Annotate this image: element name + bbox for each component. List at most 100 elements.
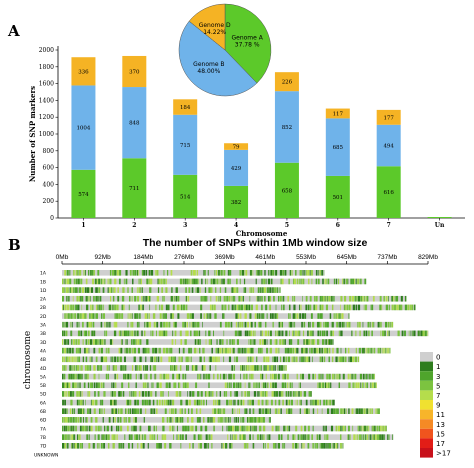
heatmap-cell bbox=[242, 417, 245, 423]
legend-swatch bbox=[420, 400, 433, 410]
heatmap-row bbox=[62, 295, 407, 302]
heatmap-cell bbox=[309, 330, 310, 337]
heatmap-cell bbox=[119, 417, 122, 423]
heatmap-cell bbox=[290, 339, 293, 345]
heatmap-cell bbox=[237, 330, 239, 337]
heatmap-cell bbox=[179, 417, 182, 423]
heatmap-cell bbox=[348, 408, 350, 414]
heatmap-cell bbox=[143, 270, 146, 276]
heatmap-cell bbox=[156, 356, 157, 363]
heatmap-cell bbox=[112, 399, 114, 406]
heatmap-cell bbox=[307, 304, 310, 311]
heatmap-cell bbox=[284, 382, 287, 389]
heatmap-cell bbox=[235, 382, 238, 389]
heatmap-cell bbox=[93, 270, 95, 276]
heatmap-cell bbox=[127, 313, 129, 319]
heatmap-cell bbox=[224, 443, 228, 449]
heatmap-cell bbox=[68, 373, 69, 380]
heatmap-cell bbox=[221, 443, 223, 449]
heatmap-cell bbox=[151, 356, 153, 363]
heatmap-cell bbox=[273, 365, 275, 371]
heatmap-cell bbox=[309, 321, 311, 328]
heatmap-cell bbox=[200, 295, 202, 302]
heatmap-cell bbox=[84, 425, 87, 432]
heatmap-cell bbox=[137, 295, 140, 302]
heatmap-cell bbox=[86, 287, 90, 293]
heatmap-cell bbox=[274, 313, 277, 319]
heatmap-cell bbox=[154, 373, 156, 380]
heatmap-cell bbox=[376, 425, 379, 432]
heatmap-cell bbox=[193, 347, 197, 354]
heatmap-cell bbox=[132, 270, 135, 276]
heatmap-cell bbox=[128, 417, 131, 423]
heatmap-cell bbox=[111, 304, 113, 311]
heatmap-cell bbox=[204, 287, 207, 293]
heatmap-cell bbox=[336, 321, 339, 328]
heatmap-cell bbox=[354, 408, 356, 414]
heatmap-cell bbox=[159, 373, 161, 380]
heatmap-cell bbox=[72, 339, 75, 345]
heatmap-cell bbox=[262, 425, 266, 432]
heatmap-cell bbox=[147, 391, 150, 397]
heatmap-cell bbox=[76, 270, 78, 276]
heatmap-cell bbox=[100, 408, 102, 414]
heatmap-cell bbox=[151, 434, 153, 440]
heatmap-cell bbox=[240, 304, 244, 311]
heatmap-cell bbox=[350, 434, 351, 440]
heatmap-cell bbox=[322, 278, 324, 285]
heatmap-cell bbox=[330, 408, 334, 414]
heatmap-cell bbox=[100, 347, 103, 354]
heatmap-cell bbox=[84, 313, 86, 319]
heatmap-cell bbox=[149, 304, 151, 311]
heatmap-cell bbox=[359, 278, 361, 285]
heatmap-cell bbox=[354, 356, 358, 363]
heatmap-cell bbox=[155, 330, 157, 337]
heatmap-cell bbox=[136, 399, 139, 406]
heatmap-cell bbox=[233, 339, 235, 345]
heatmap-cell bbox=[235, 434, 238, 440]
heatmap-cell bbox=[164, 443, 167, 449]
heatmap-cell bbox=[112, 304, 114, 311]
heatmap-cell bbox=[249, 417, 252, 423]
heatmap-cell bbox=[264, 295, 266, 302]
snp-density-heatmap: The number of SNPs within 1Mb window siz… bbox=[23, 237, 451, 458]
heatmap-cell bbox=[155, 321, 157, 328]
heatmap-cell bbox=[215, 365, 217, 371]
heatmap-cell bbox=[219, 339, 222, 345]
heatmap-cell bbox=[307, 330, 309, 337]
heatmap-cell bbox=[381, 347, 383, 354]
heatmap-cell bbox=[234, 330, 237, 337]
heatmap-cell bbox=[177, 391, 179, 397]
heatmap-cell bbox=[288, 313, 290, 319]
heatmap-cell bbox=[62, 330, 64, 337]
heatmap-cell bbox=[109, 278, 112, 285]
heatmap-cell bbox=[238, 347, 241, 354]
heatmap-cell bbox=[385, 321, 388, 328]
pie-slice bbox=[224, 3, 272, 84]
heatmap-cell bbox=[74, 356, 76, 363]
heatmap-cell bbox=[77, 443, 80, 449]
heatmap-cell bbox=[394, 295, 396, 302]
heatmap-cell bbox=[278, 391, 281, 397]
heatmap-cell bbox=[153, 434, 156, 440]
heatmap-cell bbox=[375, 382, 377, 389]
heatmap-cell bbox=[305, 399, 308, 406]
heatmap-cell bbox=[119, 408, 121, 414]
heatmap-x-tick-label: 737Mb bbox=[377, 254, 397, 261]
heatmap-cell bbox=[65, 321, 69, 328]
heatmap-cell bbox=[349, 356, 353, 363]
heatmap-cell bbox=[206, 391, 208, 397]
heatmap-cell bbox=[163, 373, 166, 380]
heatmap-cell bbox=[124, 356, 126, 363]
bar-y-tick-label: 2000 bbox=[39, 47, 54, 54]
heatmap-cell bbox=[195, 270, 197, 276]
heatmap-cell bbox=[130, 391, 132, 397]
heatmap-cell bbox=[250, 347, 253, 354]
heatmap-cell bbox=[273, 356, 277, 363]
heatmap-cell bbox=[189, 356, 191, 363]
heatmap-cell bbox=[160, 304, 164, 311]
heatmap-cell bbox=[68, 356, 71, 363]
heatmap-cell bbox=[413, 304, 416, 311]
heatmap-cell bbox=[342, 443, 344, 449]
heatmap-cell bbox=[94, 339, 98, 345]
